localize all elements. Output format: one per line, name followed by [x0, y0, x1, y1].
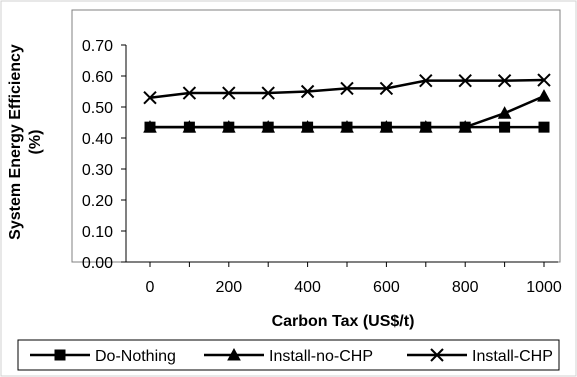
install-no-chp-point [221, 120, 236, 133]
do-nothing-point [538, 121, 550, 133]
x-tick-label: 0 [146, 279, 155, 296]
legend-item-install-chp: Install-CHP [407, 348, 553, 365]
install-chp-point [537, 73, 551, 87]
install-no-chp-point [300, 120, 315, 133]
install-chp-point [261, 86, 275, 100]
y-axis-ticks: 0.00 0.10 0.20 0.30 0.40 0.50 0.60 0.70 [82, 38, 126, 272]
legend: Do-Nothing Install-no-CHP Install-CHP [17, 339, 560, 371]
install-chp-point [379, 81, 394, 96]
y-tick-label: 0.60 [82, 69, 113, 86]
install-chp-point [340, 81, 354, 96]
install-no-chp-point [261, 120, 276, 133]
y-axis-title-line-2: (%) [27, 130, 44, 155]
install-no-chp-point [497, 106, 512, 119]
y-tick-label: 0.40 [82, 131, 113, 148]
install-chp-point [143, 90, 157, 105]
x-tick-label: 200 [215, 279, 242, 296]
install-chp-point [419, 73, 433, 88]
legend-item-do-nothing: Do-Nothing [30, 348, 176, 365]
legend-label-install-no-chp: Install-no-CHP [269, 348, 373, 365]
y-tick-label: 0.50 [82, 100, 113, 117]
install-no-chp-point [143, 120, 157, 133]
install-chp-point [458, 73, 472, 88]
install-no-chp-point [340, 120, 354, 133]
series-install-chp [143, 73, 551, 105]
x-tick-label: 800 [452, 279, 479, 296]
legend-marker-install-no-chp-point [227, 347, 241, 361]
series-layer [143, 73, 551, 133]
legend-label-do-nothing: Do-Nothing [95, 348, 176, 365]
x-tick-label: 1000 [526, 279, 562, 296]
y-tick-label: 0.10 [82, 224, 113, 241]
install-chp-point [182, 86, 197, 100]
install-chp-point [300, 84, 315, 99]
plot-area: 0.00 0.10 0.20 0.30 0.40 0.50 0.60 0.70 0 200 400… [71, 9, 562, 296]
install-no-chp-point [458, 120, 473, 133]
install-chp-point [497, 73, 512, 88]
series-install-no-chp [143, 89, 551, 133]
y-tick-label: 0.00 [82, 255, 113, 272]
y-tick-label: 0.20 [82, 193, 113, 210]
x-tick-label: 600 [373, 279, 400, 296]
x-tick-label: 400 [294, 279, 321, 296]
do-nothing-point [499, 121, 511, 133]
x-axis-title: Carbon Tax (US$/t) [272, 313, 415, 330]
legend-marker-install-chp-point [430, 348, 444, 362]
install-no-chp-point [379, 120, 394, 133]
y-tick-label: 0.30 [82, 162, 113, 179]
x-axis-ticks: 0 200 400 600 800 1000 [146, 262, 562, 296]
legend-item-install-no-chp: Install-no-CHP [204, 347, 373, 365]
install-no-chp-point [182, 120, 197, 133]
install-chp-point [222, 86, 236, 100]
install-no-chp-point [418, 120, 433, 133]
y-axis-title-line-1: System Energy Efficiency [7, 44, 24, 240]
legend-box [17, 339, 560, 371]
legend-label-install-chp: Install-CHP [472, 348, 553, 365]
legend-marker-do-nothing-point [54, 349, 66, 361]
y-tick-label: 0.70 [82, 38, 113, 55]
y-axis-title: System Energy Efficiency (%) [7, 44, 44, 240]
install-no-chp-point [537, 89, 551, 102]
legend-items: Do-Nothing Install-no-CHP Install-CHP [30, 347, 553, 365]
